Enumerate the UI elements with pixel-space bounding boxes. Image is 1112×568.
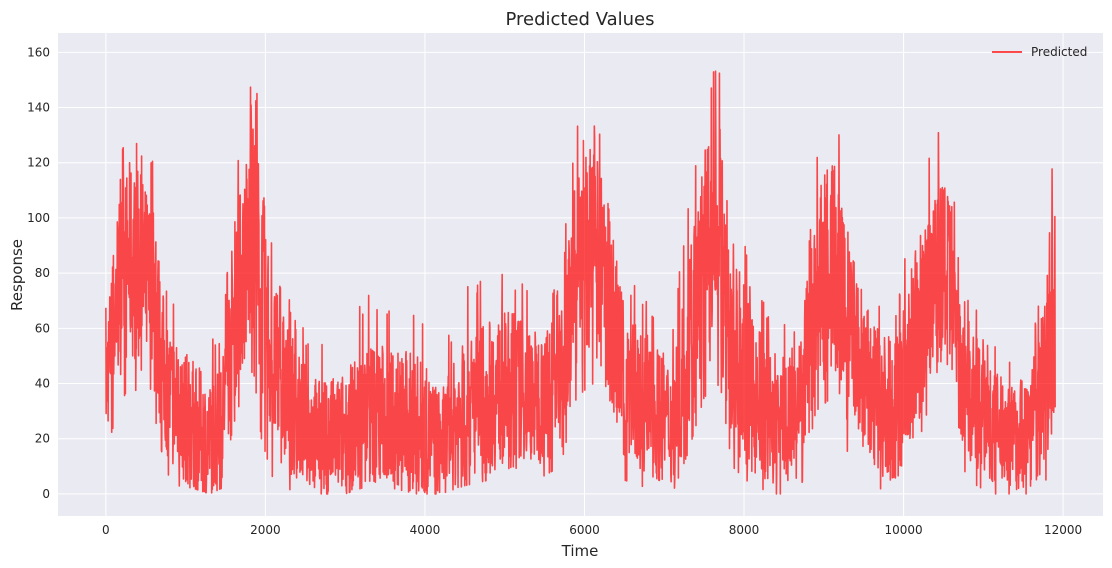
series-layer	[105, 70, 1056, 495]
legend-label: Predicted	[1031, 45, 1087, 59]
x-tick-label: 6000	[569, 523, 600, 537]
x-tick-label: 4000	[410, 523, 441, 537]
y-tick-label: 140	[27, 101, 50, 115]
chart-title: Predicted Values	[505, 9, 654, 30]
y-tick-label: 40	[35, 377, 50, 391]
y-tick-label: 160	[27, 45, 50, 59]
x-tick-label: 0	[102, 523, 110, 537]
y-tick-label: 100	[27, 211, 50, 225]
x-axis-ticks: 0 2000 4000 6000 8000 10000 12000	[102, 523, 1082, 537]
predicted-series-line	[105, 70, 1056, 495]
y-tick-label: 80	[35, 266, 50, 280]
y-tick-label: 120	[27, 156, 50, 170]
x-tick-label: 10000	[884, 523, 922, 537]
legend: Predicted	[992, 45, 1087, 59]
x-tick-label: 12000	[1044, 523, 1082, 537]
y-tick-label: 20	[35, 432, 50, 446]
y-axis-ticks: 0 20 40 60 80 100 120 140 160	[27, 45, 50, 501]
y-tick-label: 0	[42, 487, 50, 501]
x-tick-label: 8000	[729, 523, 760, 537]
y-axis-label: Response	[8, 239, 26, 311]
x-axis-label: Time	[561, 542, 599, 560]
x-tick-label: 2000	[250, 523, 281, 537]
y-tick-label: 60	[35, 321, 50, 335]
